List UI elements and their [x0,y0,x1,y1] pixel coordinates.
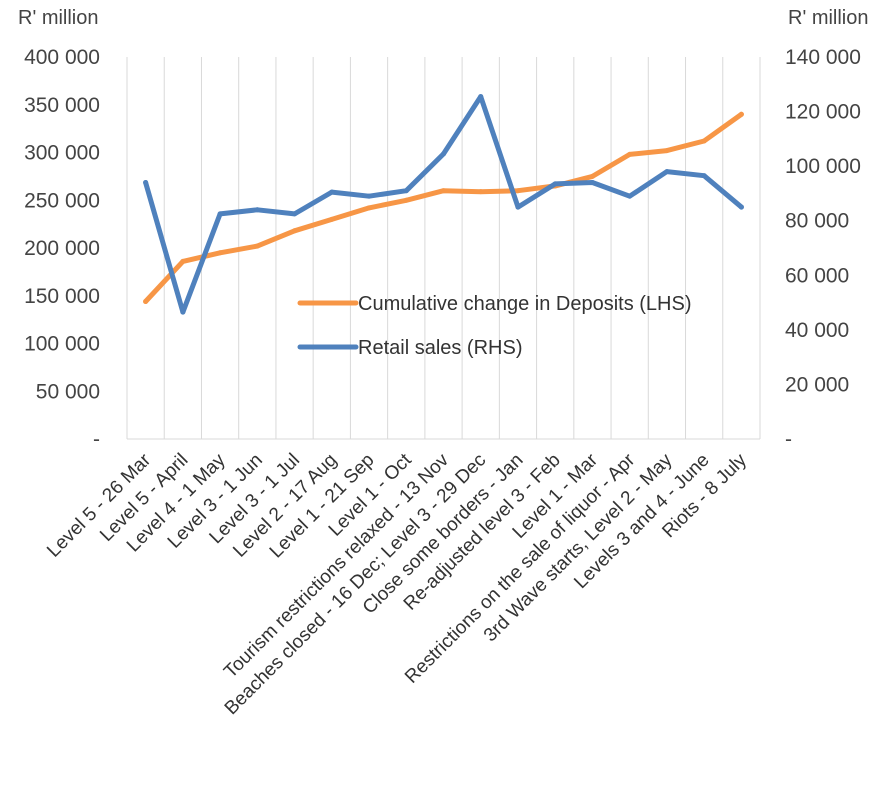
vertical-gridlines [126,57,761,439]
left-axis-tick-label: 250 000 [24,189,100,212]
data-point [589,173,595,179]
data-point [552,181,558,187]
left-axis-tick-label: 400 000 [24,46,100,69]
left-axis-unit-label: R' million [18,7,99,29]
right-y-axis: 140 000 120 000 100 000 80 000 60 000 40 000 2… [785,46,861,451]
legend-label-retail-sales: Retail sales (RHS) [358,337,522,359]
data-point [403,197,409,203]
data-point [515,188,521,194]
data-point [180,258,186,264]
right-axis-tick-label: - [785,428,792,451]
data-point [217,211,223,217]
right-axis-tick-label: 40 000 [785,319,849,342]
right-axis-tick-label: 140 000 [785,46,861,69]
data-point [627,151,633,157]
right-axis-tick-label: 80 000 [785,210,849,233]
data-point [217,250,223,256]
legend: Cumulative change in Deposits (LHS) Reta… [297,293,692,359]
legend-label-deposits: Cumulative change in Deposits (LHS) [358,293,692,315]
data-point [403,188,409,194]
series-line-0 [143,111,744,304]
data-point [478,94,484,100]
left-axis-tick-label: 50 000 [36,380,100,403]
data-point [441,151,446,157]
left-axis-tick-label: 300 000 [24,142,100,165]
data-point [738,111,744,117]
right-axis-tick-label: 100 000 [785,155,861,178]
data-point [143,180,149,186]
left-y-axis: 400 000 350 000 300 000 250 000 200 000 150 0… [24,46,100,451]
left-axis-tick-label: 350 000 [24,94,100,117]
data-point [627,193,633,199]
left-axis-tick-label: 100 000 [24,333,100,356]
data-point [143,298,149,304]
data-point [515,204,521,210]
data-point [366,193,372,199]
data-point [701,138,707,144]
data-point [329,189,335,195]
data-point [292,228,298,234]
left-axis-tick-label: - [93,428,100,451]
right-axis-tick-label: 60 000 [785,264,849,287]
data-point [329,216,335,222]
left-axis-tick-label: 200 000 [24,237,100,260]
left-axis-tick-label: 150 000 [24,285,100,308]
right-axis-unit-label: R' million [788,7,869,29]
data-point [701,173,707,179]
right-axis-tick-label: 20 000 [785,373,849,396]
right-axis-tick-label: 120 000 [785,101,861,124]
data-point [180,309,186,315]
data-point [664,148,670,154]
data-point [738,204,744,210]
series-line-1 [143,94,744,315]
data-point [664,169,670,175]
data-point [292,211,298,217]
data-point [254,207,260,213]
data-point [366,205,372,211]
data-point [589,180,595,186]
data-point [478,189,484,195]
series-lines [143,94,744,315]
data-point [441,188,446,194]
data-point [254,243,260,249]
